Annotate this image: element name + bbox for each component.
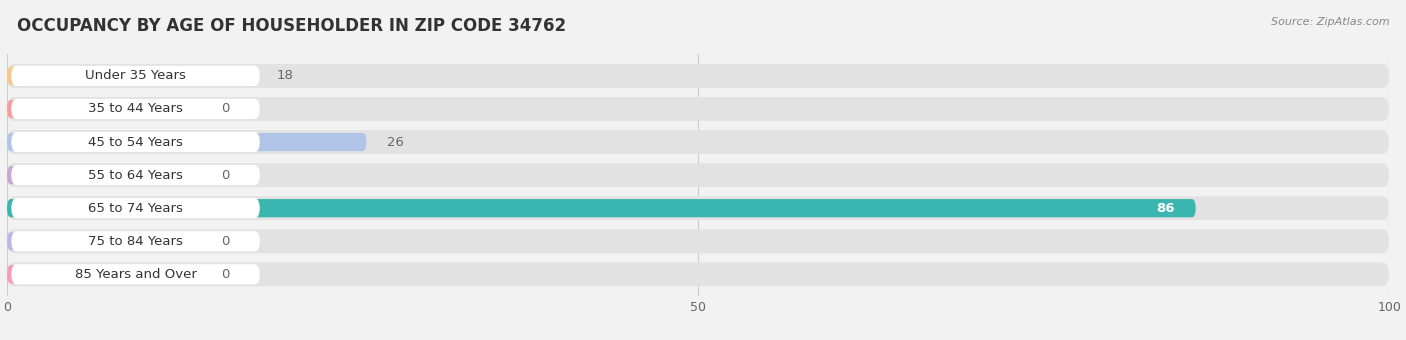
FancyBboxPatch shape [11, 264, 260, 285]
Text: 85 Years and Over: 85 Years and Over [75, 268, 197, 281]
FancyBboxPatch shape [7, 232, 201, 250]
Text: Under 35 Years: Under 35 Years [86, 69, 186, 82]
FancyBboxPatch shape [7, 67, 256, 85]
Text: 45 to 54 Years: 45 to 54 Years [89, 136, 183, 149]
Text: 0: 0 [221, 235, 229, 248]
Text: 26: 26 [387, 136, 404, 149]
FancyBboxPatch shape [11, 198, 260, 218]
Text: 35 to 44 Years: 35 to 44 Years [89, 102, 183, 116]
FancyBboxPatch shape [7, 199, 1195, 217]
FancyBboxPatch shape [11, 231, 260, 251]
FancyBboxPatch shape [7, 265, 201, 284]
Text: 18: 18 [277, 69, 294, 82]
FancyBboxPatch shape [7, 262, 1389, 286]
Text: 75 to 84 Years: 75 to 84 Years [89, 235, 183, 248]
Text: 0: 0 [221, 169, 229, 182]
FancyBboxPatch shape [11, 165, 260, 185]
Text: 65 to 74 Years: 65 to 74 Years [89, 202, 183, 215]
FancyBboxPatch shape [11, 66, 260, 86]
Text: 0: 0 [221, 102, 229, 116]
FancyBboxPatch shape [7, 97, 1389, 121]
Text: Source: ZipAtlas.com: Source: ZipAtlas.com [1271, 17, 1389, 27]
FancyBboxPatch shape [7, 130, 1389, 154]
Text: 55 to 64 Years: 55 to 64 Years [89, 169, 183, 182]
FancyBboxPatch shape [7, 196, 1389, 220]
FancyBboxPatch shape [7, 64, 1389, 88]
FancyBboxPatch shape [11, 99, 260, 119]
FancyBboxPatch shape [7, 166, 201, 184]
FancyBboxPatch shape [7, 133, 367, 151]
FancyBboxPatch shape [11, 132, 260, 152]
FancyBboxPatch shape [7, 230, 1389, 253]
Text: 86: 86 [1156, 202, 1175, 215]
FancyBboxPatch shape [7, 163, 1389, 187]
Text: 0: 0 [221, 268, 229, 281]
Text: OCCUPANCY BY AGE OF HOUSEHOLDER IN ZIP CODE 34762: OCCUPANCY BY AGE OF HOUSEHOLDER IN ZIP C… [17, 17, 567, 35]
FancyBboxPatch shape [7, 100, 201, 118]
